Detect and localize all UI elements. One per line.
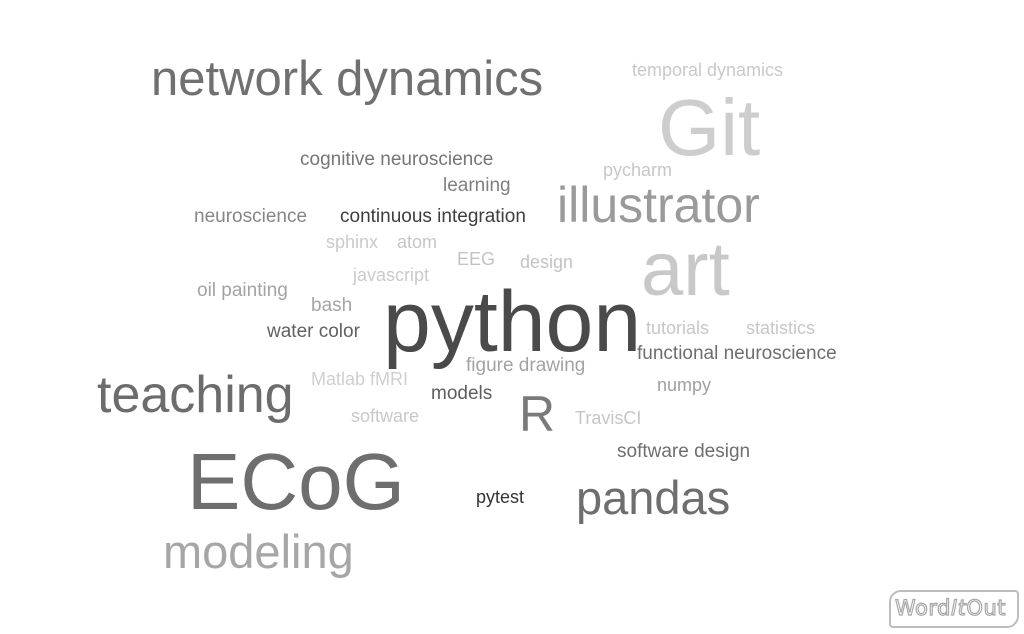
word-pytest: pytest [476,487,525,507]
word-neuroscience: neuroscience [194,206,308,227]
word-python: python [383,274,642,370]
word-eeg: EEG [457,249,496,269]
word-software: software [351,406,420,426]
word-javascript: javascript [353,265,430,285]
word-temporal-dynamics: temporal dynamics [632,60,784,80]
word-figure-drawing: figure drawing [466,355,586,376]
word-travisci: TravisCI [575,408,642,428]
word-pycharm: pycharm [603,160,673,180]
word-teaching: teaching [97,366,294,424]
word-software-design: software design [617,441,751,462]
word-art: art [641,227,730,312]
word-numpy: numpy [657,375,712,395]
logo-out: Out [966,595,1006,620]
word-sphinx: sphinx [326,232,379,252]
wordltout-logo[interactable]: WordItOut [889,590,1019,628]
word-oil-painting: oil painting [197,280,288,301]
word-continuous-integration: continuous integration [340,206,526,227]
logo-word: Word [894,595,951,620]
word-atom: atom [397,232,438,252]
word-pandas: pandas [576,471,731,524]
word-ecog: ECoG [187,437,405,526]
word-learning: learning [443,175,511,196]
word-r: R [519,386,556,442]
logo-it: It [950,595,967,620]
word-modeling: modeling [163,525,354,578]
word-bash: bash [311,295,353,316]
word-design: design [520,252,574,272]
word-statistics: statistics [746,318,816,338]
word-git: Git [658,83,761,172]
word-illustrator: illustrator [557,177,760,233]
word-models: models [431,383,493,404]
word-network-dynamics: network dynamics [151,52,544,106]
word-matlab-fmri: Matlab fMRI [311,369,409,389]
logo-text: WordItOut [894,595,1006,620]
logo-frame [889,590,1019,628]
word-tutorials: tutorials [646,318,710,338]
word-cognitive-neuroscience: cognitive neuroscience [300,149,494,170]
word-water-color: water color [267,321,360,342]
word-functional-neuroscience: functional neuroscience [637,343,837,364]
